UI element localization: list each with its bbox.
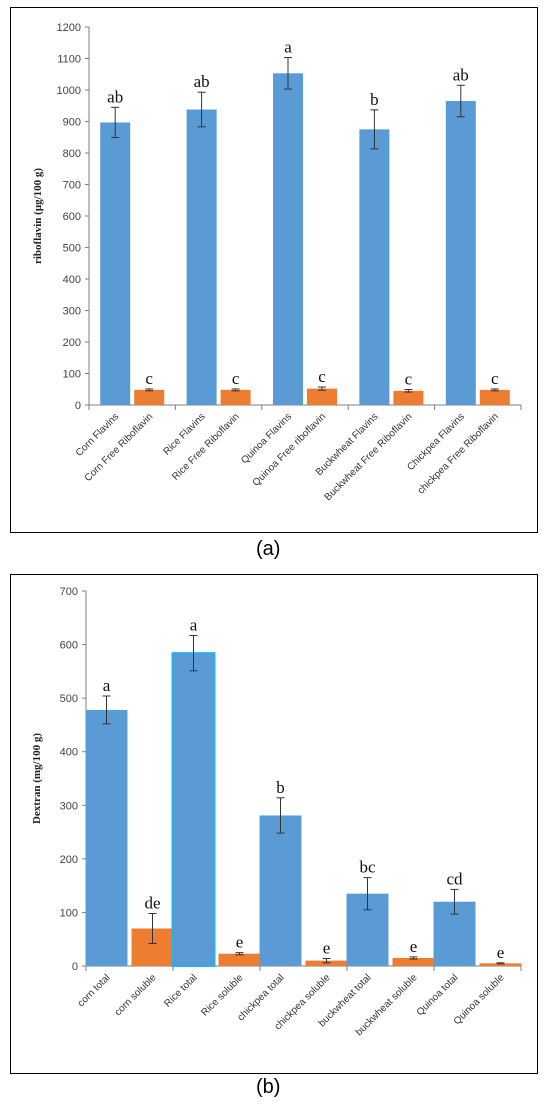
chart-0-y-tick-label: 400 xyxy=(63,274,81,286)
chart-1-bar xyxy=(259,815,302,966)
chart-1-data-label: b xyxy=(276,778,285,797)
chart-panel-b: Dextran (mg/100 g) 0 100 200 300 400 500 600 700… xyxy=(10,574,538,1074)
chart-0-x-tick-label: Rice Free Riboflavin xyxy=(170,411,241,482)
chart-0-data-label: c xyxy=(491,369,499,388)
chart-0-bar xyxy=(273,73,303,406)
chart-0-data-label: ab xyxy=(107,87,123,106)
chart-1-y-tick-label: 600 xyxy=(60,640,78,652)
chart-0-y-tick-label: 200 xyxy=(63,337,81,349)
chart-0-y-axis-label: riboflavin (μg/100 g) xyxy=(32,168,44,264)
chart-1-bar xyxy=(479,963,522,966)
chart-1-data-label: e xyxy=(236,933,244,952)
chart-1-data-label: de xyxy=(144,894,160,913)
chart-1-y-tick-label: 200 xyxy=(60,854,78,866)
chart-0-data-label: c xyxy=(405,370,413,389)
chart-1-data-label: e xyxy=(497,943,505,962)
chart-0-bar xyxy=(134,389,165,405)
chart-1-bar xyxy=(392,957,435,966)
caption-b: (b) xyxy=(256,1076,281,1098)
chart-0-data-label: c xyxy=(232,369,240,388)
chart-1-y-tick-label: 0 xyxy=(72,961,78,973)
caption-a: (a) xyxy=(256,538,281,560)
chart-0-y-tick-label: 600 xyxy=(63,211,81,223)
chart-0-y-tick-label: 1100 xyxy=(57,54,81,66)
chart-1-data-label: bc xyxy=(359,858,376,877)
chart-0-y-tick-label: 800 xyxy=(63,148,81,160)
chart-0-bar xyxy=(100,122,131,405)
chart-1-x-tick-label: corn total xyxy=(76,972,113,1009)
chart-0-bar xyxy=(186,109,217,405)
chart-0-bar xyxy=(220,389,251,405)
chart-0-data-label: c xyxy=(145,369,153,388)
chart-1-data-label: e xyxy=(410,937,418,956)
chart-1-bar xyxy=(85,709,128,966)
chart-0-y-tick-label: 700 xyxy=(63,180,81,192)
chart-0-y-tick-label: 300 xyxy=(63,306,81,318)
chart-1-y-tick-label: 400 xyxy=(60,747,78,759)
chart-1-bar xyxy=(305,960,348,966)
chart-0-y-tick-label: 500 xyxy=(63,243,81,255)
chart-b-svg: Dextran (mg/100 g) 0 100 200 300 400 500 600 700… xyxy=(31,586,522,1038)
chart-0-data-label: b xyxy=(370,90,379,109)
chart-0-data-label: c xyxy=(318,367,326,386)
chart-1-x-tick-label: corn soluble xyxy=(113,972,159,1018)
chart-1-data-label: cd xyxy=(446,869,463,888)
chart-1-x-tick-label: Quinoa total xyxy=(415,972,461,1018)
chart-0-x-tick-label: Corn Free Riboflavin xyxy=(83,411,156,484)
chart-0-data-label: ab xyxy=(453,65,469,84)
chart-1-bar xyxy=(171,652,216,968)
chart-1-data-label: a xyxy=(103,676,111,695)
chart-0-y-tick-label: 1200 xyxy=(57,22,81,34)
chart-1-y-axis-label: Dextran (mg/100 g) xyxy=(31,733,43,824)
chart-1-y-tick-label: 700 xyxy=(60,586,78,598)
chart-1-y-tick-label: 500 xyxy=(60,693,78,705)
chart-1-data-label: e xyxy=(323,939,331,958)
chart-0-y-tick-label: 100 xyxy=(63,369,81,381)
chart-1-x-tick-label: Rice total xyxy=(162,972,199,1009)
chart-0-bar xyxy=(359,129,390,405)
chart-0-data-label: a xyxy=(284,38,292,57)
chart-panel-a: riboflavin (μg/100 g) 0 100 200 300 400 500 600… xyxy=(10,7,538,533)
chart-0-bar xyxy=(479,389,510,405)
chart-1-y-tick-label: 100 xyxy=(60,907,78,919)
chart-0-y-tick-label: 0 xyxy=(75,400,81,412)
chart-1-bar xyxy=(218,953,261,966)
chart-0-data-label: ab xyxy=(194,72,210,91)
chart-0-bar xyxy=(393,390,424,405)
chart-a-svg: riboflavin (μg/100 g) 0 100 200 300 400 500 600… xyxy=(32,22,522,503)
chart-1-data-label: a xyxy=(190,615,198,634)
chart-0-bar xyxy=(307,388,337,405)
chart-1-y-tick-label: 300 xyxy=(60,800,78,812)
chart-0-bar xyxy=(445,101,476,406)
chart-0-y-tick-label: 1000 xyxy=(57,85,81,97)
chart-0-y-tick-label: 900 xyxy=(63,117,81,129)
chart-0-x-tick-label: Chickpea Flavins xyxy=(405,411,467,473)
